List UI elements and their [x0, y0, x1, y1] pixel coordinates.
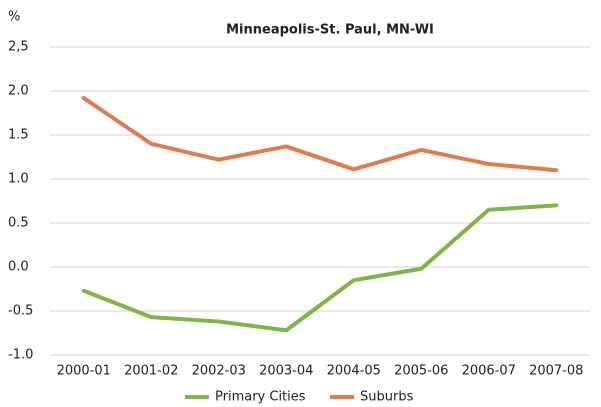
y-tick-label: 2,5 [8, 40, 29, 55]
x-tick-label: 2003-04 [259, 364, 313, 379]
y-tick-label: 1.0 [8, 172, 29, 187]
y-tick-label: 0.0 [8, 260, 29, 275]
y-tick-label: 0.5 [8, 216, 29, 231]
y-axis-label: % [8, 10, 20, 25]
legend-label: Suburbs [360, 390, 414, 405]
x-tick-label: 2006-07 [462, 364, 516, 379]
legend-label: Primary Cities [215, 390, 306, 405]
y-tick-label: 2.0 [8, 84, 29, 99]
y-tick-label: 1.5 [8, 128, 29, 143]
x-tick-label: 2002-03 [192, 364, 246, 379]
line-series [81, 203, 559, 333]
x-tick-label: 2005-06 [394, 364, 448, 379]
y-tick-label: -1.0 [8, 348, 33, 363]
x-tick-label: 2001-02 [124, 364, 178, 379]
y-tick-label: -0.5 [8, 304, 33, 319]
x-tick-label: 2007-08 [529, 364, 583, 379]
chart-title: Minneapolis-St. Paul, MN-WI [226, 23, 434, 38]
x-tick-label: 2000-01 [57, 364, 111, 379]
line-series [81, 96, 559, 173]
x-tick-label: 2004-05 [327, 364, 381, 379]
